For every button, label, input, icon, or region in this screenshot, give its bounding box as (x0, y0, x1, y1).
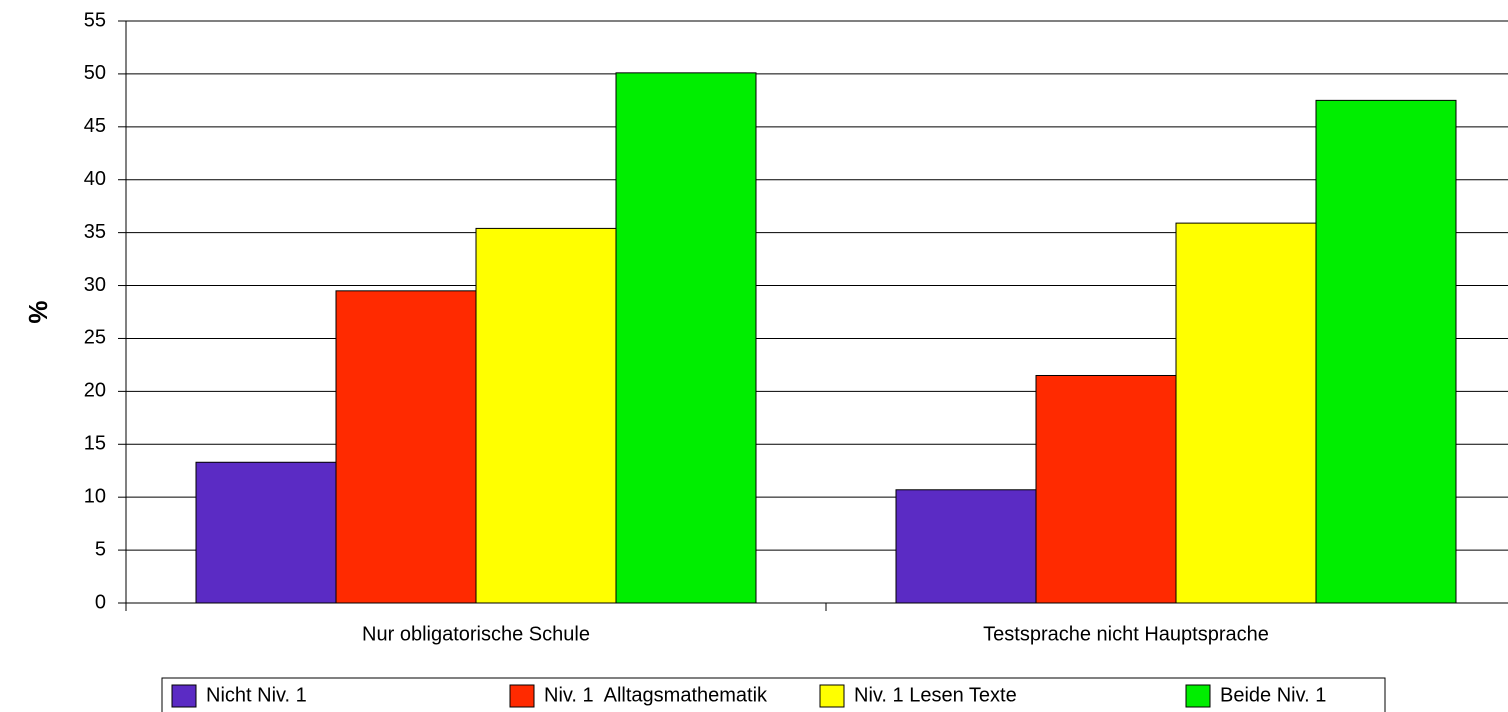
legend-swatch (171, 684, 197, 708)
legend-label: Niv. 1 Alltagsmathematik (544, 684, 768, 706)
bar (1175, 222, 1317, 604)
y-tick-label: 30 (84, 274, 106, 296)
legend-swatch (819, 684, 845, 708)
y-tick-label: 40 (84, 168, 106, 190)
y-tick-label: 10 (84, 485, 106, 507)
y-tick-label: 35 (84, 221, 106, 243)
bar (475, 227, 617, 604)
x-tick-label: Nur obligatorische Schule (362, 623, 590, 645)
y-tick-label: 0 (95, 591, 106, 613)
y-tick-label: 15 (84, 433, 106, 455)
x-tick-label: Testsprache nicht Hauptsprache (983, 623, 1269, 645)
y-tick-label: 25 (84, 327, 106, 349)
y-tick-label: 20 (84, 380, 106, 402)
bar (1315, 99, 1457, 604)
bar (1035, 374, 1177, 604)
y-tick-label: 45 (84, 115, 106, 137)
legend-label: Beide Niv. 1 (1220, 684, 1326, 706)
legend-label: Niv. 1 Lesen Texte (854, 684, 1017, 706)
bar (335, 290, 477, 604)
y-tick-label: 55 (84, 9, 106, 31)
legend-box (161, 677, 1386, 712)
y-axis-label: % (23, 300, 53, 323)
legend-label: Nicht Niv. 1 (206, 684, 307, 706)
bar (615, 72, 757, 604)
bar (195, 461, 337, 604)
legend-swatch (509, 684, 535, 708)
legend-swatch (1185, 684, 1211, 708)
y-tick-label: 50 (84, 62, 106, 84)
y-tick-label: 5 (95, 538, 106, 560)
bar (895, 489, 1037, 604)
